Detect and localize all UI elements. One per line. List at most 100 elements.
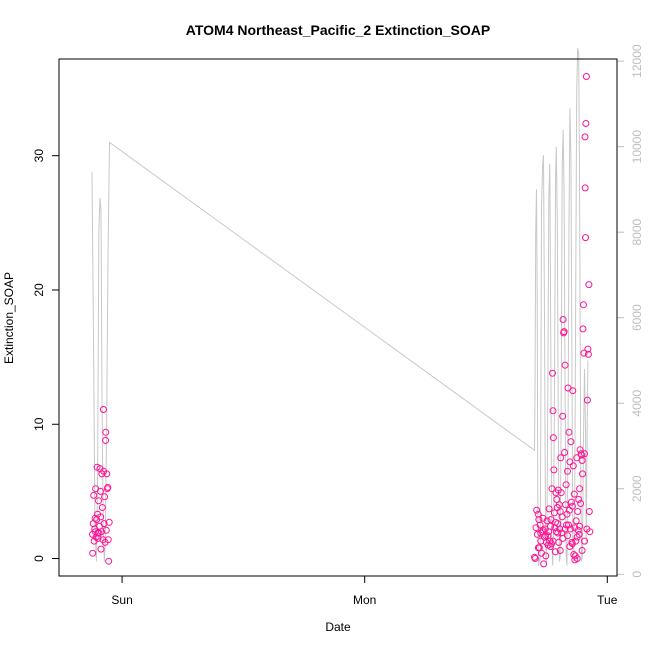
data-point xyxy=(581,184,589,192)
data-point xyxy=(102,526,110,534)
y-tick-label: 0 xyxy=(32,555,46,562)
data-point xyxy=(542,552,550,560)
data-point xyxy=(581,133,589,141)
data-point xyxy=(103,470,111,478)
data-point xyxy=(586,528,594,536)
data-point xyxy=(567,498,575,506)
data-point xyxy=(554,529,562,537)
data-point xyxy=(556,547,564,554)
x-axis-title: Date xyxy=(325,620,351,634)
data-point xyxy=(97,513,105,521)
data-point xyxy=(564,467,571,475)
data-point xyxy=(557,454,565,462)
data-point xyxy=(577,500,585,507)
y-tick-label: 10 xyxy=(32,417,46,431)
y-tick-label: 30 xyxy=(32,149,46,163)
data-point xyxy=(567,438,575,446)
data-point xyxy=(98,504,106,511)
y-tick-label: 20 xyxy=(32,283,46,297)
y2-tick-label: 8000 xyxy=(630,219,644,246)
data-point xyxy=(576,522,584,530)
data-point xyxy=(585,508,593,515)
data-point xyxy=(547,516,555,524)
data-point xyxy=(584,350,592,358)
data-point xyxy=(569,387,577,395)
data-point xyxy=(579,325,587,333)
data-point xyxy=(548,485,556,493)
data-point xyxy=(585,281,593,289)
data-point xyxy=(97,545,105,553)
data-point xyxy=(582,234,589,242)
data-point xyxy=(572,517,580,525)
data-point xyxy=(534,510,542,518)
x-tick-label: Sun xyxy=(111,593,132,607)
data-point xyxy=(102,428,110,436)
data-point xyxy=(575,496,583,503)
data-point xyxy=(534,544,542,552)
right-y-axis: 0 2000 4000 6000 8000 10000 12000 xyxy=(616,44,644,578)
data-point xyxy=(547,522,554,530)
data-point xyxy=(582,73,590,80)
line-series xyxy=(91,48,589,566)
data-point xyxy=(89,549,97,557)
data-point xyxy=(97,487,104,495)
data-point xyxy=(560,328,568,336)
data-point xyxy=(94,529,102,537)
data-point xyxy=(549,369,556,377)
data-point xyxy=(562,501,570,509)
data-point xyxy=(551,548,559,556)
data-point xyxy=(104,536,112,544)
data-point xyxy=(563,521,570,529)
data-point xyxy=(574,526,582,534)
y-axis-title: Extinction_SOAP xyxy=(2,272,16,364)
data-point xyxy=(559,316,567,323)
data-point xyxy=(584,345,592,353)
data-point xyxy=(537,537,545,545)
data-point xyxy=(545,505,553,513)
data-point xyxy=(576,485,584,493)
data-point xyxy=(583,396,591,404)
data-point xyxy=(551,518,559,526)
x-tick-label: Mon xyxy=(353,593,376,607)
data-point xyxy=(566,458,574,466)
chart-title: ATOM4 Northeast_Pacific_2 Extinction_SOA… xyxy=(186,22,490,38)
data-point xyxy=(104,483,112,491)
data-point xyxy=(570,490,578,498)
scatter-series xyxy=(89,73,594,568)
data-point xyxy=(537,529,545,537)
data-point xyxy=(568,502,576,510)
y2-tick-label: 4000 xyxy=(630,390,644,417)
data-point xyxy=(536,521,544,529)
data-point xyxy=(562,481,570,489)
data-point xyxy=(99,406,107,413)
plot-frame xyxy=(58,58,618,577)
data-point xyxy=(540,560,548,568)
data-point xyxy=(569,462,577,470)
data-point xyxy=(573,533,581,541)
data-point xyxy=(561,449,569,456)
y-axis: 0 10 20 30 xyxy=(32,149,60,562)
y2-tick-label: 0 xyxy=(630,571,644,578)
data-point xyxy=(531,555,539,562)
data-point xyxy=(544,541,552,549)
data-point xyxy=(102,436,110,444)
line-series-path xyxy=(91,48,589,566)
x-axis: Sun Mon Tue xyxy=(111,575,618,607)
data-point xyxy=(557,489,565,497)
data-point xyxy=(565,428,573,436)
data-point xyxy=(582,120,590,127)
data-point xyxy=(578,547,586,554)
data-point xyxy=(561,361,569,369)
data-point xyxy=(571,556,579,564)
data-point xyxy=(549,434,557,442)
data-point xyxy=(579,470,586,478)
data-point xyxy=(533,506,541,514)
data-point xyxy=(578,457,586,464)
data-point xyxy=(581,537,588,545)
data-point xyxy=(566,525,574,533)
data-point xyxy=(543,517,551,525)
y2-tick-label: 2000 xyxy=(630,475,644,502)
data-point xyxy=(574,508,582,515)
data-point xyxy=(565,521,572,529)
